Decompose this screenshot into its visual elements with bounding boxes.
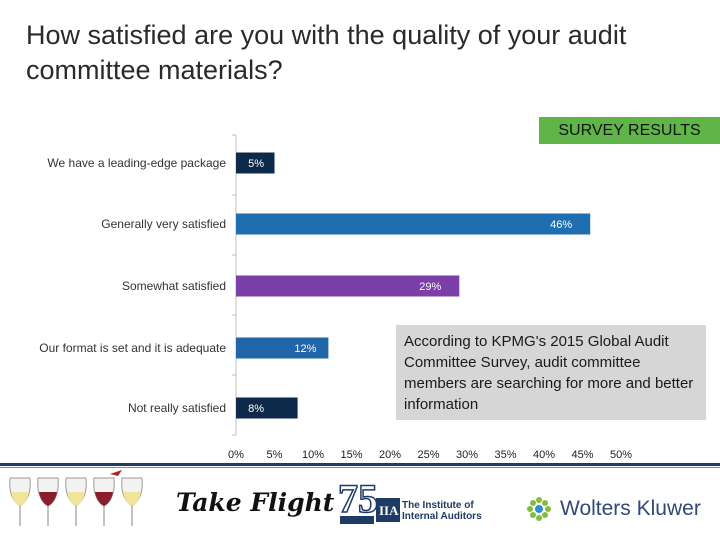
survey-results-badge: SURVEY RESULTS: [539, 117, 720, 144]
bar: [236, 397, 298, 419]
bar-chart: We have a leading-edge package 5% Generall…: [39, 134, 632, 461]
x-tick-label: 5%: [267, 449, 283, 461]
category-label: Somewhat satisfied: [122, 279, 226, 293]
x-tick-label: 30%: [456, 449, 478, 461]
data-label: 29%: [419, 281, 441, 293]
iia-logo-icon: IIA: [376, 498, 400, 522]
wolters-kluwer-logo-text: Wolters Kluwer: [560, 497, 701, 520]
data-label: 8%: [248, 403, 264, 415]
x-tick-label: 50%: [610, 449, 632, 461]
x-tick-label: 20%: [379, 449, 401, 461]
x-tick-label: 10%: [302, 449, 324, 461]
x-tick-label: 15%: [340, 449, 362, 461]
x-tick-label: 25%: [417, 449, 439, 461]
wine-glasses-logo: [9, 470, 143, 526]
bar: [236, 275, 460, 297]
category-label: Not really satisfied: [128, 401, 226, 415]
svg-text:75: 75: [338, 476, 378, 521]
data-label: 5%: [248, 158, 264, 170]
bar: [236, 337, 329, 359]
take-flight-logo-text: Take Flight: [176, 488, 335, 517]
svg-text:IIA: IIA: [379, 503, 399, 518]
category-label: Our format is set and it is adequate: [39, 341, 226, 355]
data-label: 46%: [550, 219, 572, 231]
x-tick-label: 0%: [228, 449, 244, 461]
footer-divider: [0, 463, 720, 466]
anniversary-75-logo: 75: [337, 475, 379, 524]
footer: 75 IIA: [0, 468, 720, 540]
x-tick-label: 45%: [571, 449, 593, 461]
wolters-kluwer-globe-icon: [527, 497, 551, 521]
kpmg-callout: According to KPMG's 2015 Global Audit Co…: [396, 325, 706, 420]
bar: [236, 213, 591, 235]
iia-logo-text: The Institute of Internal Auditors: [402, 500, 482, 522]
category-label: We have a leading-edge package: [47, 156, 226, 170]
data-label: 12%: [294, 343, 316, 355]
slide-title: How satisfied are you with the quality o…: [26, 20, 627, 85]
category-label: Generally very satisfied: [101, 217, 226, 231]
x-tick-label: 40%: [533, 449, 555, 461]
x-tick-label: 35%: [494, 449, 516, 461]
footer-divider-thin: [0, 467, 720, 468]
bar: [236, 152, 275, 174]
